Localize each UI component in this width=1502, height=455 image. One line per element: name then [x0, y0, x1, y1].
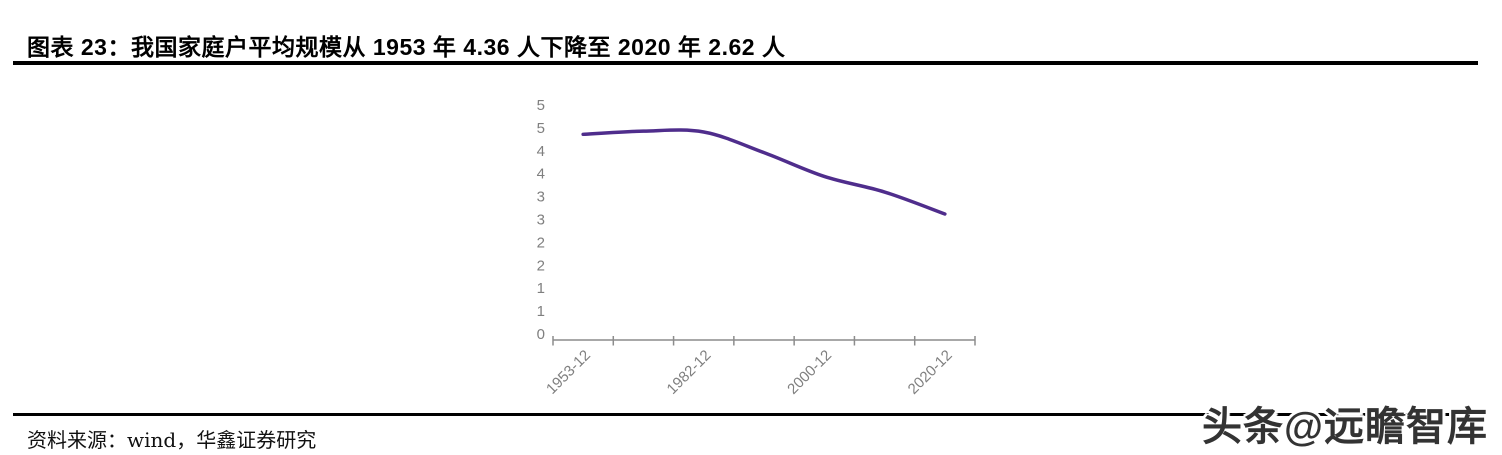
y-axis-tick-label: 2 — [537, 234, 545, 251]
y-axis-tick-label: 4 — [537, 166, 545, 183]
y-axis-tick-label: 3 — [537, 189, 545, 206]
household-size-line-chart: 5 5 4 4 3 3 2 2 1 1 0 1953-12 1982-12 2000-12 2020-12 — [537, 97, 976, 398]
chart-area: 5 5 4 4 3 3 2 2 1 1 0 1953-12 1982-12 2000-12 2020-12 — [500, 85, 1000, 415]
y-axis-tick-label: 3 — [537, 212, 545, 229]
y-axis-tick-label: 5 — [537, 97, 545, 114]
y-axis-tick-label: 1 — [537, 303, 545, 320]
title-divider — [13, 61, 1478, 65]
y-axis-tick-label: 1 — [537, 280, 545, 297]
y-axis-tick-label: 0 — [537, 326, 545, 343]
figure-title: 图表 23：我国家庭户平均规模从 1953 年 4.36 人下降至 2020 年… — [27, 34, 786, 60]
y-axis-tick-label: 4 — [537, 143, 545, 160]
x-axis-tick-label: 2000-12 — [784, 347, 835, 398]
y-axis-tick-label: 5 — [537, 120, 545, 137]
footer-divider — [13, 413, 1478, 416]
household-size-series-line — [581, 128, 947, 216]
watermark: 头条@远瞻智库 — [1202, 405, 1489, 449]
source-note: 资料来源：wind，华鑫证券研究 — [27, 428, 317, 452]
y-axis-tick-label: 2 — [537, 257, 545, 274]
x-axis-tick-label: 2020-12 — [905, 347, 956, 398]
x-axis-tick-label: 1953-12 — [543, 347, 594, 398]
x-axis-tick-label: 1982-12 — [664, 347, 715, 398]
